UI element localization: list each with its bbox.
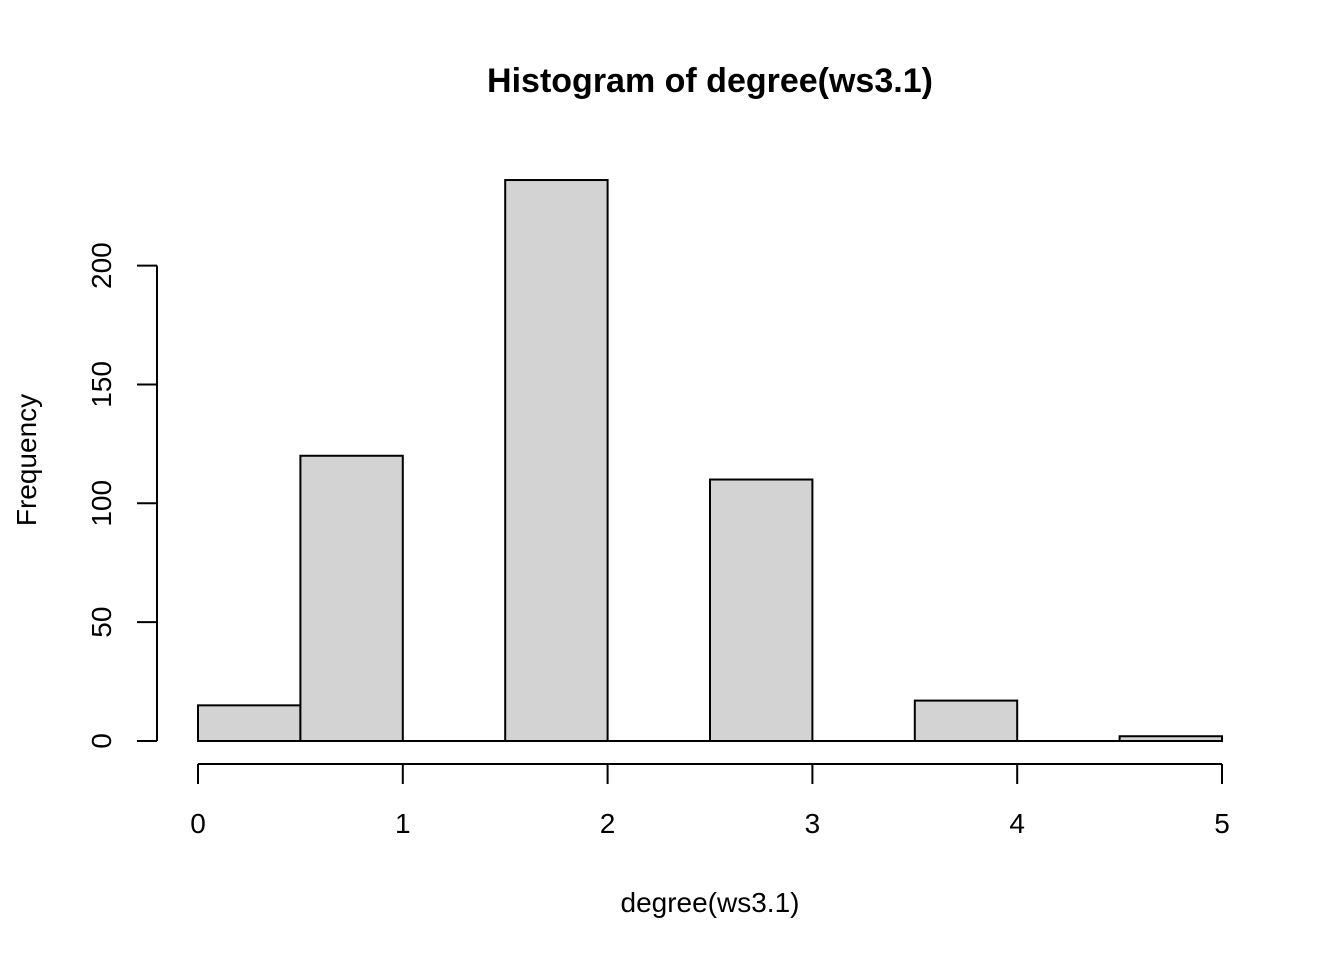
histogram-bar — [709, 478, 814, 742]
chart-title: Histogram of degree(ws3.1) — [487, 62, 933, 100]
histogram-bar — [1118, 735, 1223, 742]
x-axis: 0 1 2 3 4 5 — [190, 763, 1230, 839]
y-tick-label: 50 — [86, 607, 117, 638]
x-tick-label: 1 — [395, 808, 411, 839]
x-tick-label: 5 — [1214, 808, 1230, 839]
histogram-bar — [913, 699, 1019, 743]
x-axis-label: degree(ws3.1) — [621, 887, 800, 918]
x-tick-label: 3 — [805, 808, 821, 839]
histogram-bar — [504, 179, 609, 742]
x-tick-label: 2 — [600, 808, 616, 839]
y-tick-label: 150 — [86, 361, 117, 408]
x-tick-label: 4 — [1009, 808, 1025, 839]
y-axis-label: Frequency — [11, 394, 42, 526]
bars-layer — [197, 179, 1223, 743]
histogram-bar — [197, 704, 302, 742]
y-tick-label: 100 — [86, 480, 117, 527]
x-tick-label: 0 — [190, 808, 206, 839]
y-axis: 0 50 100 150 200 — [86, 242, 158, 749]
y-tick-label: 0 — [86, 733, 117, 749]
y-tick-label: 200 — [86, 242, 117, 289]
histogram-bar — [299, 454, 404, 742]
